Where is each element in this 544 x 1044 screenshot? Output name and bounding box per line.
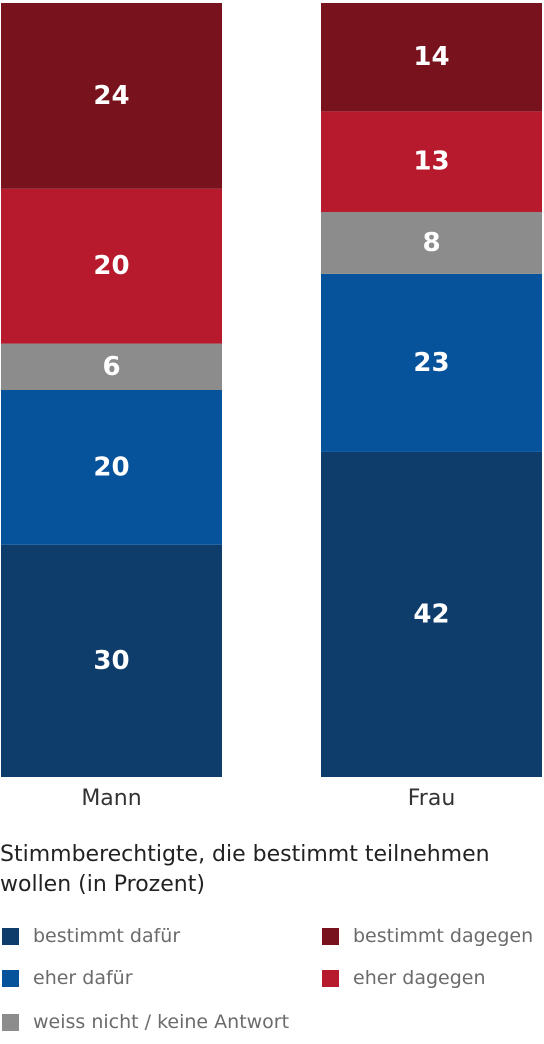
- data-label-frau-bestimmt-dagegen: 14: [413, 42, 449, 72]
- bar-segment-frau-weiss-nicht-keine-antwort: [321, 211, 542, 274]
- stacked-bar-chart: 30 20 6 20 24 Mann 42 23 8 13 14 Frau: [1, 3, 542, 811]
- legend-swatch-bestimmt-daf-r: [2, 927, 19, 945]
- bar-segment-mann-eher-dagegen: [1, 188, 222, 344]
- data-label-frau-bestimmt-daf-r: 42: [413, 599, 449, 629]
- category-label-mann: Mann: [81, 786, 141, 811]
- legend-swatch-eher-dagegen: [322, 969, 339, 987]
- chart-legend: bestimmt dafür bestimmt dagegen eher dafür…: [0, 920, 544, 1040]
- legend-label-bestimmt-daf-r: bestimmt dafür: [33, 925, 181, 947]
- legend-label-eher-dagegen: eher dagegen: [353, 967, 486, 989]
- legend-item-eher-daf-r: eher dafür: [2, 967, 133, 989]
- bar-segment-frau-bestimmt-daf-r: [321, 451, 542, 777]
- legend-item-bestimmt-dagegen: bestimmt dagegen: [322, 925, 533, 947]
- bar-segment-mann-bestimmt-dagegen: [1, 3, 222, 189]
- bar-segment-frau-eher-daf-r: [321, 273, 542, 452]
- legend-swatch-weiss-nicht-keine-antwort: [2, 1013, 19, 1031]
- data-label-mann-bestimmt-daf-r: 30: [93, 646, 129, 676]
- legend-label-weiss-nicht-keine-antwort: weiss nicht / keine Antwort: [33, 1011, 290, 1033]
- category-label-frau: Frau: [408, 786, 456, 811]
- bar-segment-mann-eher-daf-r: [1, 390, 222, 545]
- bar-segment-mann-bestimmt-daf-r: [1, 544, 222, 777]
- data-label-frau-eher-dagegen: 13: [413, 147, 449, 177]
- bar-segment-mann-weiss-nicht-keine-antwort: [1, 343, 222, 390]
- data-label-frau-weiss-nicht-keine-antwort: 8: [422, 228, 440, 258]
- legend-item-eher-dagegen: eher dagegen: [322, 967, 486, 989]
- data-label-mann-bestimmt-dagegen: 24: [93, 81, 129, 111]
- legend-label-bestimmt-dagegen: bestimmt dagegen: [353, 925, 534, 947]
- data-label-mann-eher-daf-r: 20: [93, 452, 129, 482]
- bar-segment-frau-bestimmt-dagegen: [321, 3, 542, 112]
- legend-swatch-eher-daf-r: [2, 969, 19, 987]
- bar-segment-frau-eher-dagegen: [321, 111, 542, 212]
- legend-swatch-bestimmt-dagegen: [322, 927, 339, 945]
- legend-item-weiss-nicht-keine-antwort: weiss nicht / keine Antwort: [2, 1011, 289, 1033]
- legend-item-bestimmt-daf-r: bestimmt dafür: [2, 925, 180, 947]
- legend-label-eher-daf-r: eher dafür: [33, 967, 133, 989]
- data-label-mann-eher-dagegen: 20: [93, 251, 129, 281]
- chart-subtitle: Stimmberechtigte, die bestimmt teilnehme…: [0, 842, 490, 897]
- data-label-frau-eher-daf-r: 23: [413, 348, 449, 378]
- data-label-mann-weiss-nicht-keine-antwort: 6: [102, 352, 120, 382]
